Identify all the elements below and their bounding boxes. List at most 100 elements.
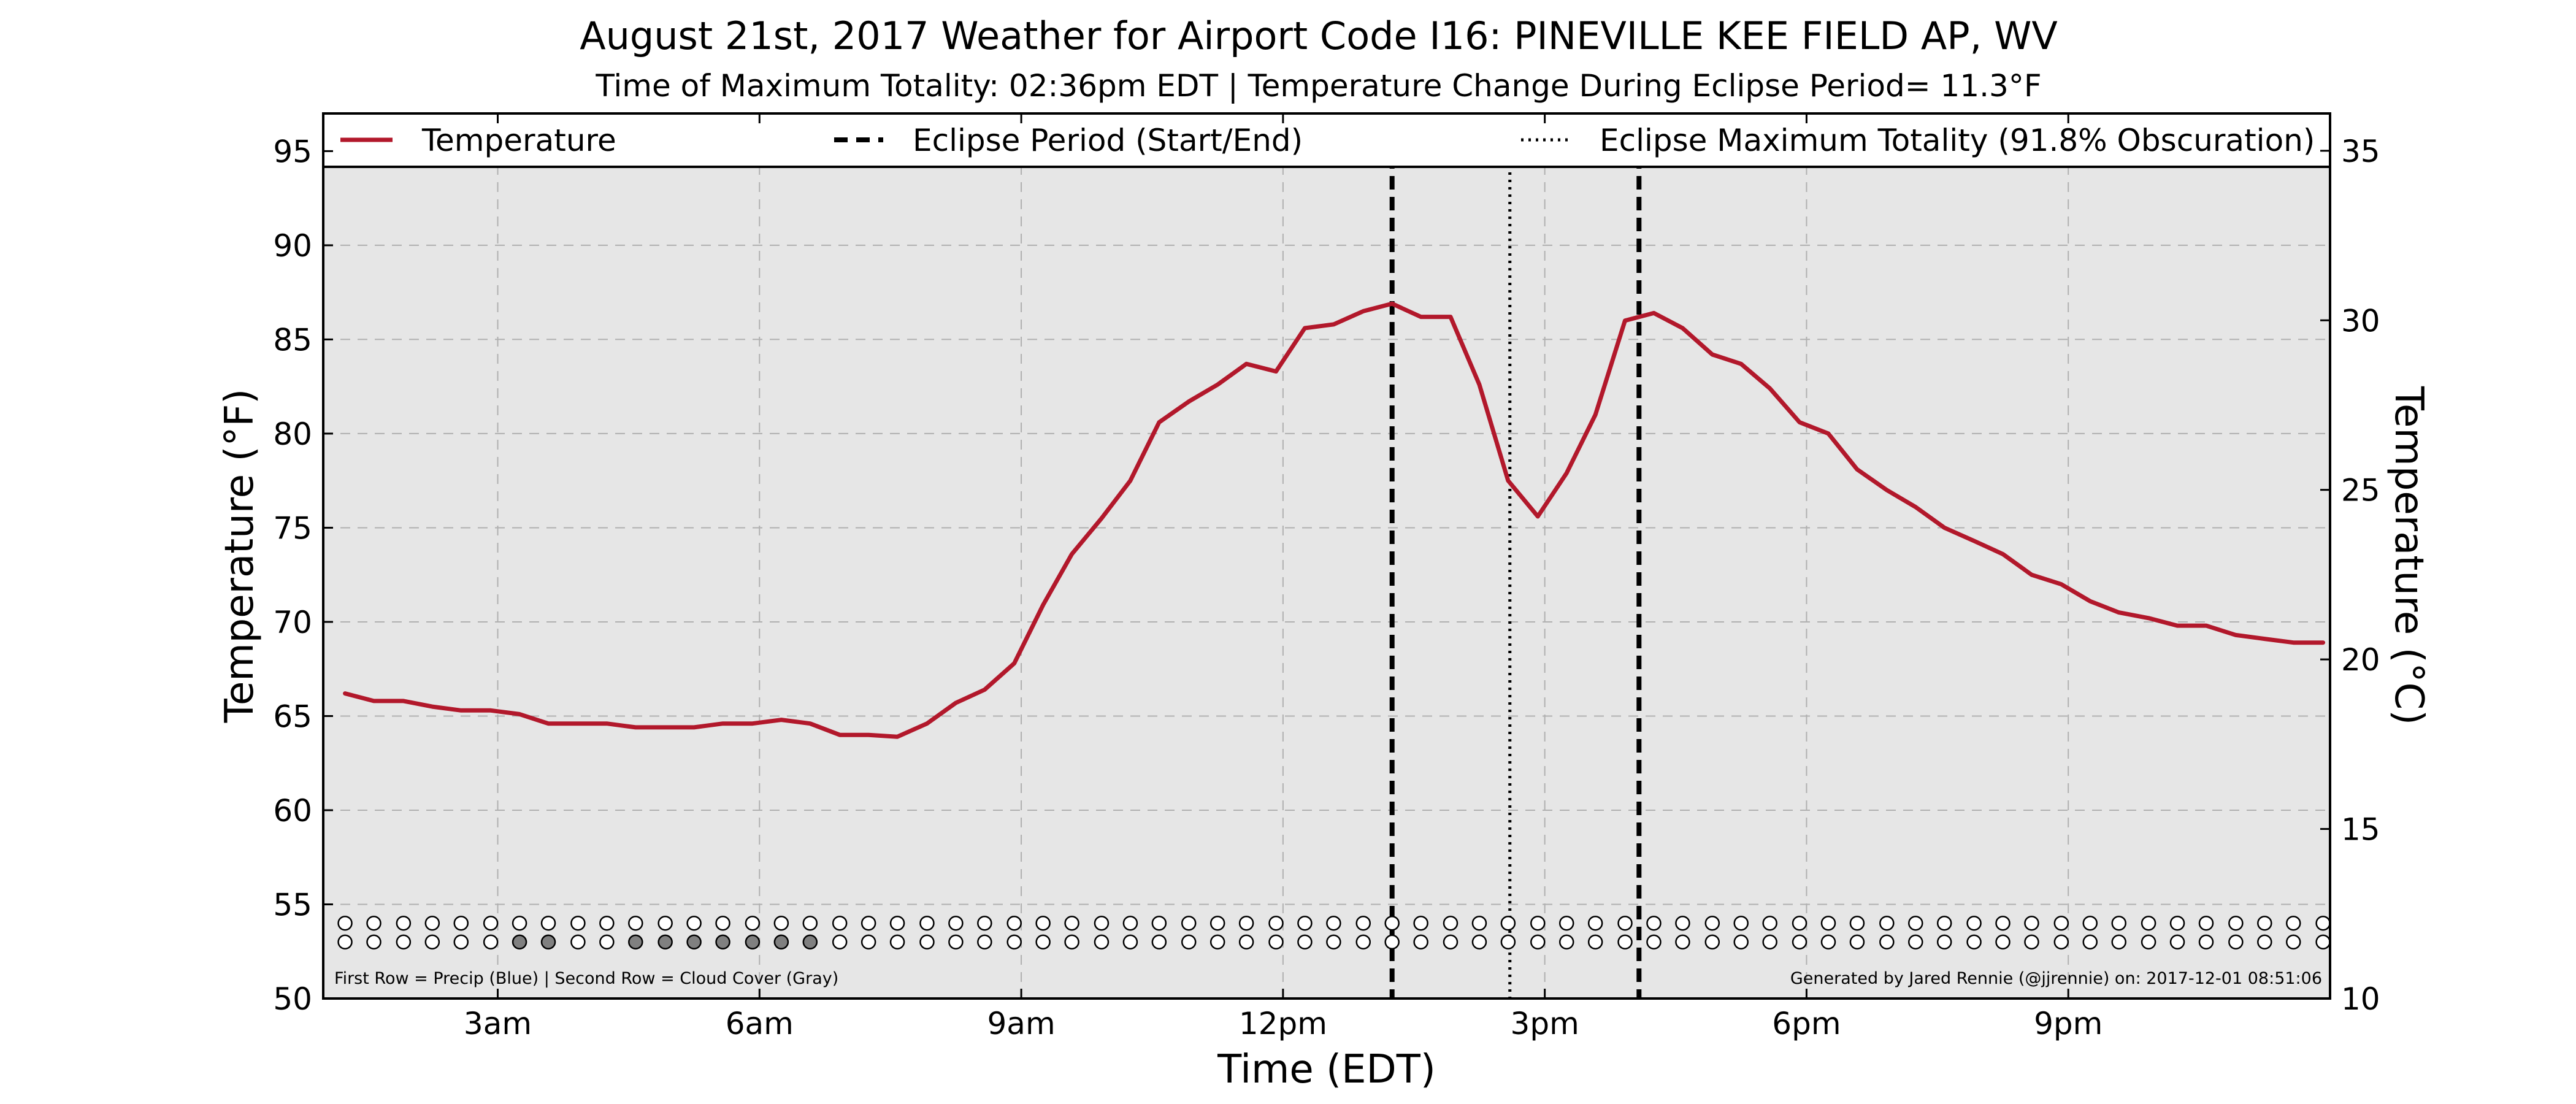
precip-marker [1558, 915, 1574, 931]
cloud-cover-marker [919, 934, 935, 950]
cloud-cover-marker [1879, 934, 1895, 950]
y-tick-label-left: 50 [273, 981, 312, 1017]
y-tick-label-right: 10 [2341, 981, 2380, 1017]
y-tick-label-left: 85 [273, 322, 312, 358]
footnote-right: Generated by Jared Rennie (@jjrennie) on… [1790, 969, 2322, 988]
cloud-cover-marker [802, 934, 818, 950]
cloud-cover-marker [2141, 934, 2156, 950]
precip-marker [1966, 915, 1982, 931]
cloud-cover-marker [628, 934, 643, 950]
y-tick-label-right: 25 [2341, 473, 2380, 508]
cloud-cover-marker [1908, 934, 1923, 950]
precip-marker [686, 915, 702, 931]
axis-ticks: 3am 6am 9am 12pm 3pm 6pm 9pm 50 55 60 65 70 75 80 85 90… [273, 113, 2380, 1041]
cloud-cover-marker [1966, 934, 1982, 950]
cloud-cover-marker [1530, 934, 1546, 950]
x-tick-label: 3am [464, 1006, 532, 1041]
legend-label: Eclipse Period (Start/End) [913, 123, 1303, 158]
chart-subtitle: Time of Maximum Totality: 02:36pm EDT | … [595, 68, 2041, 104]
precip-marker [1181, 915, 1197, 931]
y-tick-label-right: 30 [2341, 303, 2380, 339]
precip-marker [657, 915, 673, 931]
cloud-cover-marker [1704, 934, 1720, 950]
precip-marker [977, 915, 992, 931]
cloud-cover-marker [396, 934, 412, 950]
cloud-cover-marker [2053, 934, 2069, 950]
cloud-cover-marker [570, 934, 586, 950]
precip-marker [2024, 915, 2039, 931]
y-tick-label-left: 90 [273, 228, 312, 264]
precip-marker [396, 915, 412, 931]
precip-marker [1384, 915, 1400, 931]
cloud-cover-marker [337, 934, 353, 950]
precip-marker [1326, 915, 1341, 931]
precip-marker [1587, 915, 1603, 931]
precip-marker [2053, 915, 2069, 931]
cloud-cover-marker [832, 934, 848, 950]
cloud-cover-marker [2082, 934, 2098, 950]
chart-title: August 21st, 2017 Weather for Airport Co… [580, 13, 2058, 58]
y-axis-label-right: Temperature (°C) [2386, 386, 2431, 725]
precip-marker [2286, 915, 2301, 931]
precip-marker [1879, 915, 1895, 931]
precip-marker [2228, 915, 2244, 931]
cloud-cover-marker [1617, 934, 1633, 950]
cloud-cover-marker [1995, 934, 2011, 950]
x-axis-label: Time (EDT) [1217, 1047, 1436, 1092]
precip-marker [512, 915, 527, 931]
precip-marker [1675, 915, 1690, 931]
precip-marker [1792, 915, 1807, 931]
y-tick-label-right: 35 [2341, 134, 2380, 169]
precip-marker [483, 915, 499, 931]
precip-marker [1064, 915, 1079, 931]
cloud-cover-marker [1675, 934, 1690, 950]
precip-marker [1849, 915, 1865, 931]
condition-markers [337, 915, 2331, 950]
x-tick-label: 12pm [1239, 1006, 1327, 1041]
cloud-cover-marker [2257, 934, 2272, 950]
cloud-cover-marker [1792, 934, 1807, 950]
precip-marker [1733, 915, 1749, 931]
cloud-cover-marker [1238, 934, 1254, 950]
precip-marker [1268, 915, 1284, 931]
cloud-cover-marker [1355, 934, 1371, 950]
y-tick-label-left: 60 [273, 793, 312, 829]
precip-marker [2111, 915, 2126, 931]
cloud-cover-marker [1849, 934, 1865, 950]
cloud-cover-marker [1151, 934, 1167, 950]
precip-marker [1820, 915, 1836, 931]
precip-marker [1006, 915, 1022, 931]
precip-marker [2141, 915, 2156, 931]
precip-marker [919, 915, 935, 931]
precip-marker [1704, 915, 1720, 931]
legend-label: Temperature [421, 123, 616, 158]
y-tick-label-left: 80 [273, 416, 312, 452]
legend: Temperature Eclipse Period (Start/End) Ecl… [340, 123, 2315, 158]
cloud-cover-marker [540, 934, 556, 950]
precip-marker [1094, 915, 1110, 931]
y-tick-label-left: 70 [273, 605, 312, 640]
cloud-cover-marker [1936, 934, 1952, 950]
precip-marker [1936, 915, 1952, 931]
precip-marker [948, 915, 964, 931]
cloud-cover-marker [1500, 934, 1516, 950]
cloud-cover-marker [2198, 934, 2214, 950]
precip-marker [1617, 915, 1633, 931]
cloud-cover-marker [948, 934, 964, 950]
cloud-cover-marker [773, 934, 789, 950]
cloud-cover-marker [366, 934, 381, 950]
cloud-cover-marker [2024, 934, 2039, 950]
precip-marker [570, 915, 586, 931]
cloud-cover-marker [1122, 934, 1138, 950]
legend-label: Eclipse Maximum Totality (91.8% Obscurat… [1600, 123, 2315, 158]
precip-marker [424, 915, 440, 931]
cloud-cover-marker [2169, 934, 2185, 950]
cloud-cover-marker [1209, 934, 1225, 950]
cloud-cover-marker [512, 934, 527, 950]
precip-marker [1035, 915, 1051, 931]
temperature-series-line [343, 301, 2326, 739]
cloud-cover-marker [1064, 934, 1079, 950]
precip-marker [366, 915, 381, 931]
cloud-cover-marker [1558, 934, 1574, 950]
cloud-cover-marker [2286, 934, 2301, 950]
